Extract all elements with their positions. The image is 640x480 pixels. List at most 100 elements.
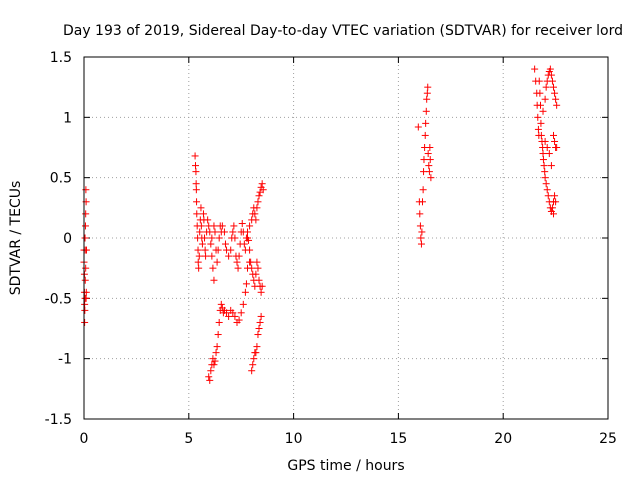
data-point [553, 144, 561, 151]
data-point [241, 288, 249, 296]
data-point [419, 186, 427, 194]
data-point [214, 331, 222, 339]
data-point [249, 361, 257, 369]
x-tick-label: 5 [184, 431, 193, 447]
data-point [197, 204, 205, 212]
data-point [539, 156, 547, 164]
y-tick-label: 1 [63, 110, 72, 126]
data-point [197, 222, 205, 230]
data-point [414, 123, 422, 131]
data-point [425, 162, 433, 170]
data-point [81, 300, 89, 308]
data-point [423, 95, 431, 103]
data-point [242, 280, 250, 288]
data-point [548, 204, 556, 212]
data-point [81, 234, 89, 242]
data-point [257, 288, 265, 296]
data-point [221, 240, 229, 248]
data-point [254, 331, 262, 339]
y-tick-label: 0.5 [50, 171, 72, 187]
y-tick-label: -1 [58, 352, 72, 368]
data-point [534, 125, 542, 133]
data-point [195, 252, 203, 260]
data-point [204, 216, 212, 224]
data-point [201, 234, 209, 242]
data-point [248, 367, 256, 375]
data-point [254, 198, 262, 206]
data-point [210, 361, 218, 369]
data-point [422, 107, 430, 115]
data-point [537, 131, 545, 139]
data-point [231, 312, 239, 320]
data-point [192, 180, 200, 188]
data-point [258, 180, 266, 188]
data-point [215, 234, 223, 242]
data-point [82, 264, 90, 272]
data-point [536, 89, 544, 97]
data-point [548, 77, 556, 85]
data-point [252, 216, 260, 224]
data-point [552, 198, 560, 206]
data-point [550, 131, 558, 139]
data-point [420, 156, 428, 164]
data-point [238, 220, 246, 228]
data-point [541, 95, 549, 103]
data-point [426, 144, 434, 151]
data-point [239, 300, 247, 308]
data-point [210, 222, 218, 230]
data-point [551, 192, 559, 200]
data-point [252, 270, 260, 278]
data-point [250, 355, 258, 363]
data-point [425, 168, 433, 176]
data-point [246, 258, 254, 266]
data-point [207, 240, 215, 248]
data-point [253, 258, 261, 266]
data-point [192, 186, 200, 194]
data-point [217, 300, 225, 308]
data-point [211, 357, 219, 365]
data-point [211, 228, 219, 236]
data-point [207, 367, 215, 375]
data-point [254, 264, 262, 272]
x-tick-label: 20 [494, 431, 512, 447]
data-point [209, 264, 217, 272]
data-point [235, 316, 243, 324]
data-point [229, 228, 237, 236]
chart-title: Day 193 of 2019, Sidereal Day-to-day VTE… [63, 23, 623, 39]
data-point [194, 258, 202, 266]
data-point [215, 318, 223, 326]
y-tick-label: -1.5 [45, 412, 72, 428]
data-point [205, 373, 213, 381]
data-point [208, 234, 216, 242]
data-point [223, 309, 231, 317]
data-point [246, 246, 254, 254]
data-point [422, 119, 430, 127]
data-point [227, 246, 235, 254]
data-point [542, 180, 550, 188]
data-point [220, 228, 228, 236]
data-point [218, 222, 226, 230]
data-point [81, 306, 89, 314]
data-point [539, 107, 547, 115]
data-point [253, 343, 261, 351]
data-point [213, 343, 221, 351]
grid-layer [84, 57, 608, 419]
data-point [243, 234, 251, 242]
data-point [235, 252, 243, 260]
data-point [258, 282, 266, 290]
y-tick-label: 1.5 [50, 50, 72, 66]
data-point [81, 222, 89, 230]
data-point [553, 101, 561, 109]
data-point [421, 131, 429, 139]
data-point [547, 71, 555, 79]
data-point [539, 150, 547, 158]
data-point [195, 264, 203, 272]
tick-layer [83, 56, 609, 420]
data-point [537, 101, 545, 109]
data-point [547, 162, 555, 170]
data-point [255, 192, 263, 200]
data-point [229, 309, 237, 317]
plot-frame [83, 56, 609, 420]
data-point [192, 162, 200, 170]
data-point [213, 258, 221, 266]
